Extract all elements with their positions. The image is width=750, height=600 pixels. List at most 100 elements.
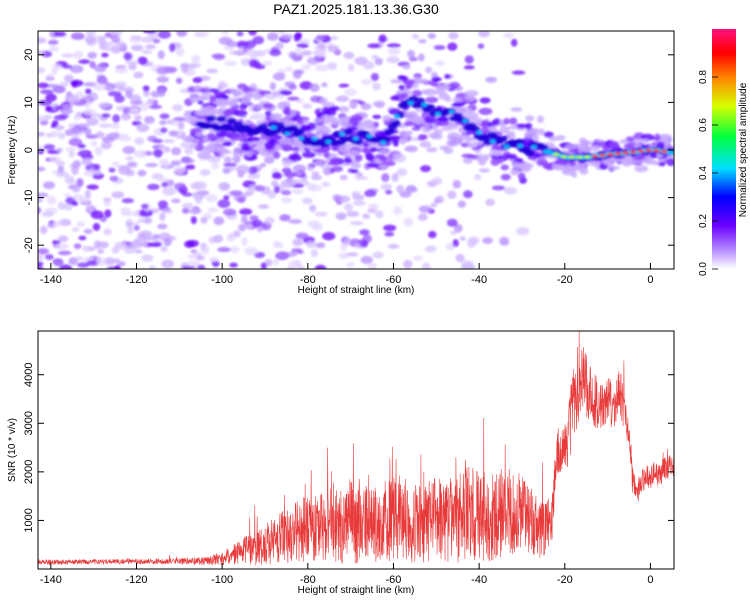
spectrogram-speckle [391,172,399,182]
spectrogram-ridge-halo [343,157,353,164]
spectrogram-speckle [463,190,473,199]
spectrogram-ridge-halo [233,109,248,117]
spectrogram-speckle [96,256,107,266]
spectrogram-speckle [399,191,412,198]
spectrogram-speckle [42,181,56,190]
spectrogram-ridge-halo [424,116,437,124]
spectrogram-ridge-halo [212,98,227,104]
spectrogram-speckle [292,164,307,174]
spectrogram-ridge-halo [305,132,316,138]
spectrogram-speckle [84,127,92,136]
spectrogram-ridge-halo [194,95,208,101]
spectrogram-speckle [412,255,424,261]
spectrogram-speckle [447,190,457,199]
spectrogram-speckle [314,264,327,269]
snr-series-line [38,331,674,566]
spectrogram-speckle [117,165,130,170]
spectrogram-speckle [162,160,170,168]
spectrogram-speckle [190,216,197,225]
spectrogram-speckle [145,162,159,168]
spectrogram-ridge-halo [520,162,534,169]
spectrogram-ridge-halo [252,103,266,110]
spectrogram-y-tick-label: -20 [23,237,35,253]
spectrogram-ridge-halo [580,140,594,146]
spectrogram-ridge-peak [297,136,304,141]
spectrogram-ridge-core [295,128,306,135]
chart-title: PAZ1.2025.181.13.36.G30 [273,1,439,17]
spectrogram-ridge-max [598,153,606,157]
spectrogram-speckle [81,158,92,166]
spectrogram-speckle [84,88,92,95]
spectrogram-speckle [287,178,297,187]
spectrogram-ridge-halo [258,90,272,95]
spectrogram-speckle [300,50,313,56]
spectrogram-ridge-peak [284,131,291,136]
spectrogram-speckle [45,105,53,111]
spectrogram-speckle [211,162,220,170]
spectrogram-x-tick-label: -20 [557,274,573,286]
spectrogram-ridge-halo [405,82,412,90]
spectrogram-speckle [485,198,495,206]
spectrogram-ridge-halo [269,113,283,119]
spectrogram-x-tick-label: -60 [386,274,402,286]
spectrogram-speckle [182,202,194,210]
spectrogram-speckle [127,225,134,234]
spectrogram-speckle [302,103,313,109]
spectrogram-speckle [148,104,163,110]
spectrogram-speckle [108,167,116,173]
spectrogram-speckle [428,230,437,239]
spectrogram-speckle [239,208,253,216]
spectrogram-speckle [75,256,83,261]
spectrogram-speckle [314,211,328,217]
spectrogram-x-ticks: -140 -120 -100 -80 -60 -40 -20 0 [40,263,654,286]
spectrogram-speckle [511,70,526,75]
spectrogram-speckle [94,64,107,73]
spectrogram-ridge-halo [438,93,451,101]
spectrogram-speckle [53,31,67,37]
spectrogram-speckle [137,56,148,65]
spectrogram-ridge-halo [398,84,405,91]
spectrogram-speckle [280,197,293,204]
spectrogram-ridge-max [622,151,630,155]
spectrogram-ridge-halo [229,135,241,141]
spectrogram-speckle [98,123,113,128]
colorbar-ticks: 0.0 0.2 0.4 0.6 0.8 [698,70,718,276]
spectrogram-speckle [276,251,289,259]
spectrogram-ridge-halo [508,125,519,130]
spectrogram-speckle [305,240,317,249]
spectrogram-speckle [185,164,196,170]
spectrogram-x-tick-label: 0 [647,274,653,286]
spectrogram-ridge-halo [436,119,450,127]
spectrogram-speckle [353,200,366,206]
spectrogram-ridge-halo [195,131,203,138]
spectrogram-speckle [162,186,177,196]
spectrogram-ridge-halo [348,117,360,126]
spectrogram-ridge-halo [490,157,500,166]
spectrogram-speckle [195,31,210,37]
spectrogram-ridge-halo [402,64,411,70]
spectrogram-speckle [186,239,200,247]
spectrogram-ridge-halo [379,148,391,155]
spectrogram-speckle [68,138,83,147]
spectrogram-ridge-max [568,155,576,159]
spectrogram-speckle [433,45,446,50]
spectrogram-speckle [309,184,322,192]
spectrogram-speckle [226,233,236,242]
spectrogram-ridge-halo [625,136,635,142]
spectrogram-speckle [407,49,415,58]
spectrogram-speckle [292,70,302,80]
spectrogram-ridge-halo [237,83,248,90]
spectrogram-ridge-halo [197,99,204,105]
spectrogram-x-tick-label: -140 [40,274,62,286]
spectrogram-speckle [157,223,168,230]
spectrogram-speckle [56,147,63,153]
snr-y-ticks: 1000 2000 3000 4000 [23,362,674,533]
spectrogram-speckle [100,141,112,150]
colorbar-tick-label: 0.4 [698,166,709,180]
spectrogram-speckle [114,81,127,88]
spectrogram-ridge-halo [239,104,248,110]
spectrogram-speckle [101,52,109,58]
spectrogram-speckle [68,151,75,158]
spectrogram-speckle [241,237,248,246]
spectrogram-speckle [76,151,89,157]
